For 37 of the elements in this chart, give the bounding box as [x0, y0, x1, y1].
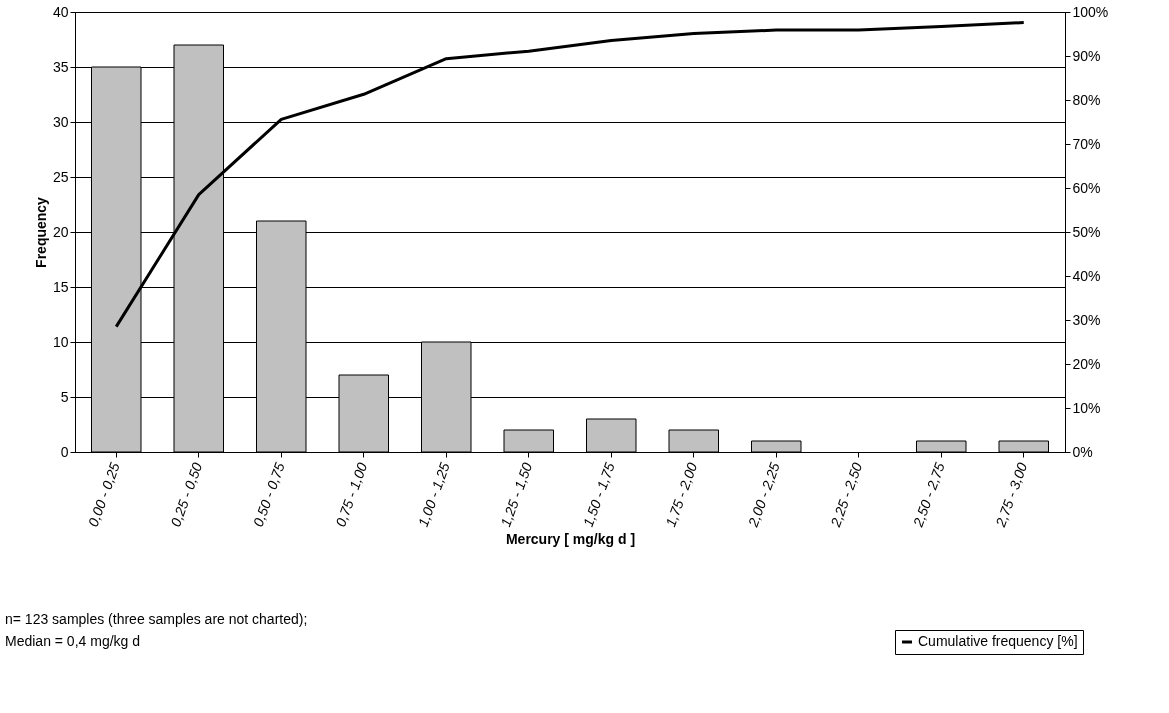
y2-tick-label: 60% [1072, 179, 1101, 196]
y2-tick-label: 70% [1072, 135, 1101, 152]
x-tick-label: 0,50 - 0,75 [249, 460, 288, 529]
x-tick-label: 2,50 - 2,75 [909, 460, 948, 530]
x-tick-label: 1,25 - 1,50 [497, 460, 536, 529]
y2-tick-label: 10% [1072, 399, 1101, 416]
y2-tick-label: 100% [1072, 3, 1109, 20]
x-tick-label: 0,00 - 0,25 [84, 460, 123, 529]
x-tick-label: 1,50 - 1,75 [579, 460, 618, 529]
y2-tick-label: 90% [1072, 47, 1101, 64]
y-tick-label: 35 [52, 58, 69, 75]
y-tick-label: 40 [52, 3, 69, 20]
y-tick-label: 15 [52, 278, 69, 295]
x-tick-label: 0,75 - 1,00 [332, 460, 371, 529]
y-tick-label: 25 [52, 168, 69, 185]
text: Median = 0,4 mg/kg d [5, 633, 141, 649]
x-tick-label: 2,25 - 2,50 [827, 460, 866, 530]
x-tick-label: 2,75 - 3,00 [992, 460, 1031, 530]
x-tick-label: 2,00 - 2,25 [744, 460, 783, 530]
y-tick-label: 10 [52, 333, 69, 350]
y2-tick-label: 0% [1072, 443, 1093, 460]
x-tick-label: 1,00 - 1,25 [414, 460, 453, 529]
x-tick-label: 1,75 - 2,00 [662, 460, 701, 529]
text: n= 123 samples (three samples are not charted); [5, 611, 308, 627]
y-tick-label: 5 [60, 388, 69, 405]
x-axis-title: Mercury [ mg/kg d ] [505, 530, 636, 547]
y2-tick-label: 20% [1072, 355, 1101, 372]
y2-tick-label: 80% [1072, 91, 1101, 108]
y2-tick-label: 50% [1072, 223, 1101, 240]
y-axis-title: Frequency [32, 196, 49, 268]
x-tick-label: 0,25 - 0,50 [167, 460, 206, 529]
y-tick-label: 0 [60, 443, 69, 460]
y-tick-label: 30 [52, 113, 69, 130]
legend-label: Cumulative frequency [%] [918, 633, 1078, 649]
y2-tick-label: 30% [1072, 311, 1101, 328]
y2-tick-label: 40% [1072, 267, 1101, 284]
y-tick-label: 20 [52, 223, 69, 240]
